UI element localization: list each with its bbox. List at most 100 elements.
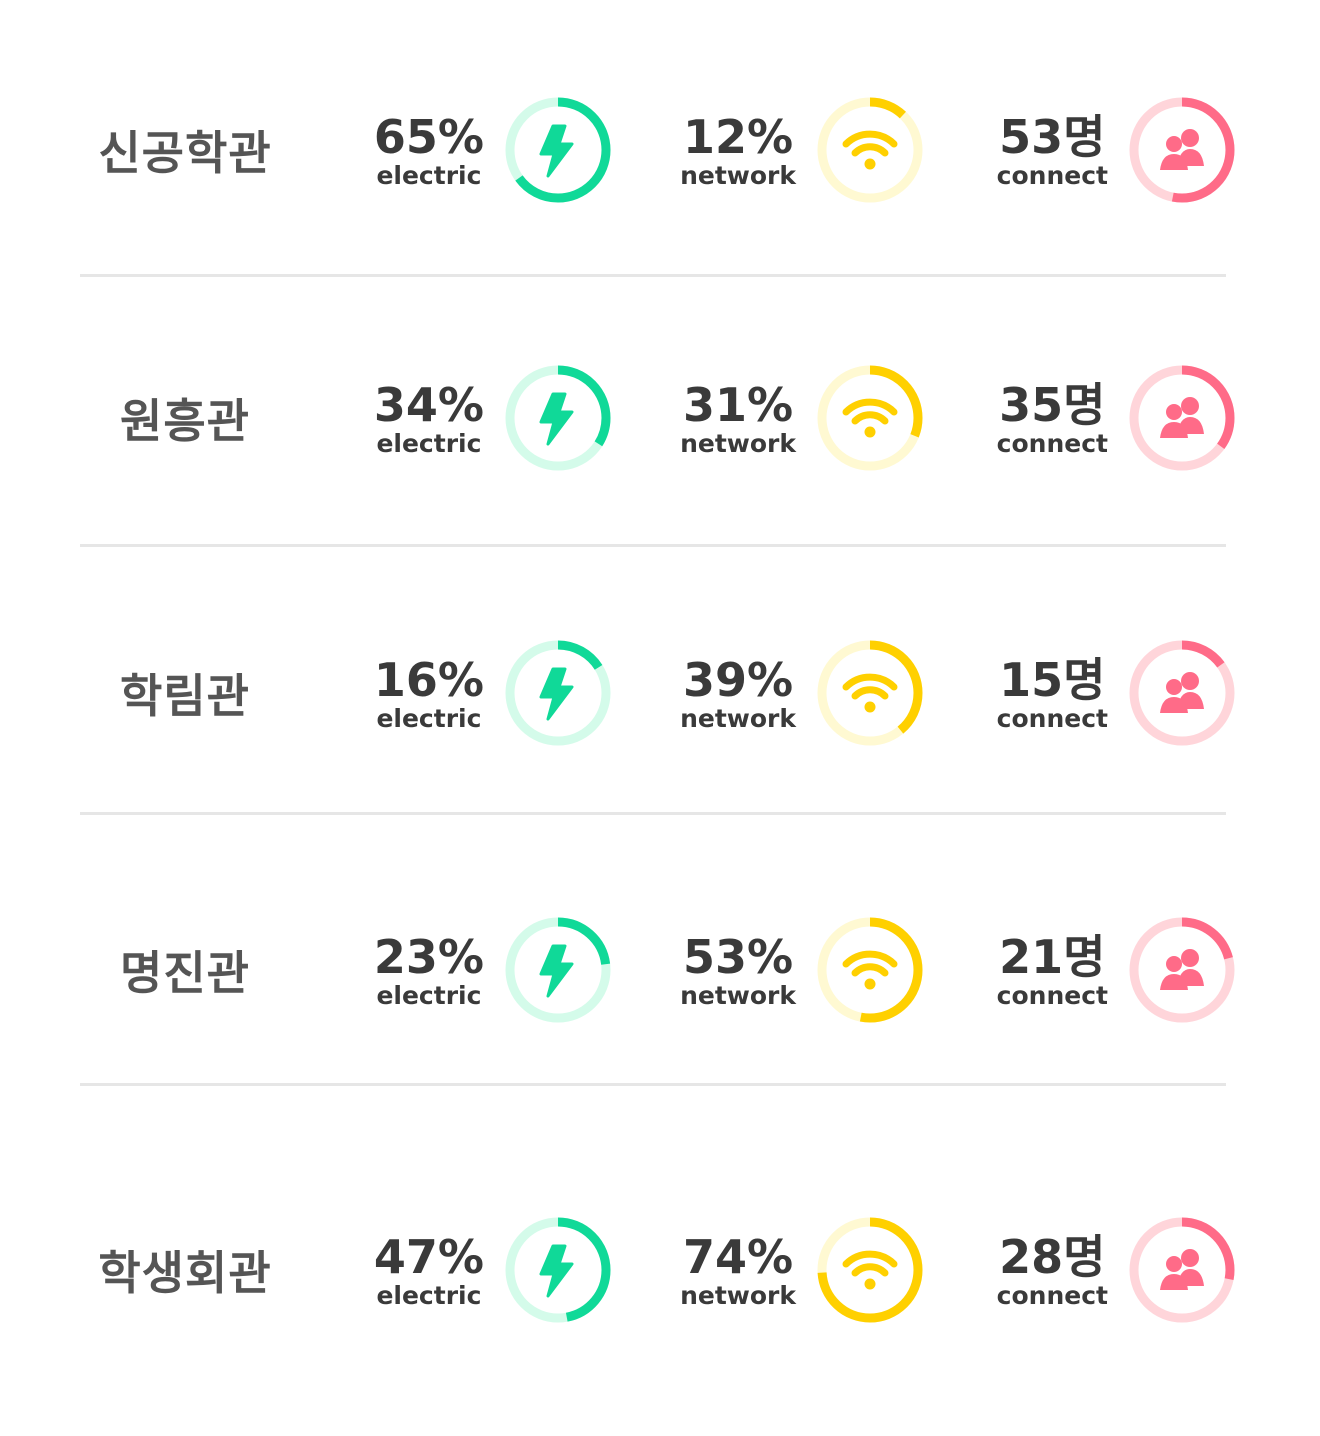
network-progress-ring: [816, 639, 924, 747]
building-name: 신공학관: [98, 126, 272, 180]
people-icon: [1160, 1249, 1204, 1290]
ring-progress: [505, 640, 611, 746]
electric-value: 47%: [373, 1230, 484, 1284]
people-icon: [1160, 129, 1204, 170]
connect-value: 35명: [999, 378, 1106, 432]
electric-progress-ring: [504, 364, 612, 472]
connect-progress-ring: [1128, 639, 1236, 747]
network-progress-ring: [816, 96, 924, 204]
ring-progress: [1129, 365, 1235, 471]
building-name: 학생회관: [98, 1246, 272, 1300]
connect-progress-ring: [1128, 916, 1236, 1024]
electric-value: 65%: [373, 110, 484, 164]
network-metric: 31% network: [680, 343, 924, 493]
connect-metric: 28명 connect: [990, 1195, 1236, 1345]
ring-progress: [817, 1217, 923, 1323]
network-progress-ring: [816, 364, 924, 472]
electric-progress-ring: [504, 1216, 612, 1324]
ring-progress: [817, 640, 923, 746]
building-row: 명진관 23% electric 53% network 21명 connect: [0, 895, 1320, 1045]
lightning-bolt-icon: [539, 944, 574, 998]
ring-progress: [505, 97, 611, 203]
network-value: 39%: [682, 653, 794, 707]
lightning-bolt-icon: [539, 1244, 574, 1298]
connect-metric: 53명 connect: [990, 75, 1236, 225]
connect-progress-ring: [1128, 96, 1236, 204]
electric-metric: 65% electric: [374, 75, 612, 225]
electric-progress-ring: [504, 96, 612, 204]
building-row: 신공학관 65% electric 12% network 53명 connect: [0, 75, 1320, 225]
network-metric: 53% network: [680, 895, 924, 1045]
row-divider: [80, 1083, 1226, 1086]
network-value: 74%: [682, 1230, 794, 1284]
building-name: 학림관: [120, 669, 250, 723]
wifi-icon: [842, 398, 898, 438]
connect-label: connect: [996, 704, 1108, 733]
lightning-bolt-icon: [539, 392, 574, 446]
wifi-icon: [842, 950, 898, 990]
ring-progress: [817, 365, 923, 471]
electric-metric: 16% electric: [374, 618, 612, 768]
wifi-icon: [842, 673, 898, 713]
electric-value: 16%: [373, 653, 484, 707]
network-label: network: [680, 1281, 796, 1310]
ring-progress: [1129, 97, 1235, 203]
electric-label: electric: [376, 161, 482, 190]
electric-metric: 47% electric: [374, 1195, 612, 1345]
network-progress-ring: [816, 1216, 924, 1324]
ring-progress: [817, 97, 923, 203]
building-row: 원흥관 34% electric 31% network 35명 connect: [0, 343, 1320, 493]
network-label: network: [680, 429, 796, 458]
network-label: network: [680, 704, 796, 733]
lightning-bolt-icon: [539, 124, 574, 178]
people-icon: [1160, 949, 1204, 990]
ring-progress: [1129, 640, 1235, 746]
electric-progress-ring: [504, 916, 612, 1024]
connect-label: connect: [996, 429, 1108, 458]
connect-progress-ring: [1128, 364, 1236, 472]
connect-value: 53명: [999, 110, 1106, 164]
connect-value: 15명: [999, 653, 1106, 707]
building-row: 학림관 16% electric 39% network 15명 connect: [0, 618, 1320, 768]
connect-progress-ring: [1128, 1216, 1236, 1324]
ring-progress: [505, 365, 611, 471]
electric-metric: 34% electric: [374, 343, 612, 493]
network-metric: 39% network: [680, 618, 924, 768]
row-divider: [80, 274, 1226, 277]
electric-metric: 23% electric: [374, 895, 612, 1045]
network-value: 31%: [682, 378, 794, 432]
network-metric: 12% network: [680, 75, 924, 225]
electric-value: 34%: [373, 378, 484, 432]
ring-progress: [1129, 917, 1235, 1023]
connect-metric: 35명 connect: [990, 343, 1236, 493]
connect-metric: 15명 connect: [990, 618, 1236, 768]
electric-label: electric: [376, 429, 482, 458]
network-metric: 74% network: [680, 1195, 924, 1345]
connect-label: connect: [996, 981, 1108, 1010]
building-name: 명진관: [120, 946, 250, 1000]
lightning-bolt-icon: [539, 667, 574, 721]
electric-label: electric: [376, 704, 482, 733]
connect-metric: 21명 connect: [990, 895, 1236, 1045]
ring-progress: [505, 917, 611, 1023]
electric-progress-ring: [504, 639, 612, 747]
connect-value: 28명: [999, 1230, 1106, 1284]
ring-progress: [817, 917, 923, 1023]
ring-progress: [505, 1217, 611, 1323]
electric-label: electric: [376, 981, 482, 1010]
building-row: 학생회관 47% electric 74% network 28명 connect: [0, 1195, 1320, 1345]
network-label: network: [680, 161, 796, 190]
ring-progress: [1129, 1217, 1235, 1323]
row-divider: [80, 812, 1226, 815]
network-value: 53%: [682, 930, 794, 984]
people-icon: [1160, 397, 1204, 438]
wifi-icon: [842, 130, 898, 170]
people-icon: [1160, 672, 1204, 713]
network-value: 12%: [682, 110, 794, 164]
wifi-icon: [842, 1250, 898, 1290]
electric-value: 23%: [373, 930, 484, 984]
row-divider: [80, 544, 1226, 547]
connect-label: connect: [996, 161, 1108, 190]
network-progress-ring: [816, 916, 924, 1024]
